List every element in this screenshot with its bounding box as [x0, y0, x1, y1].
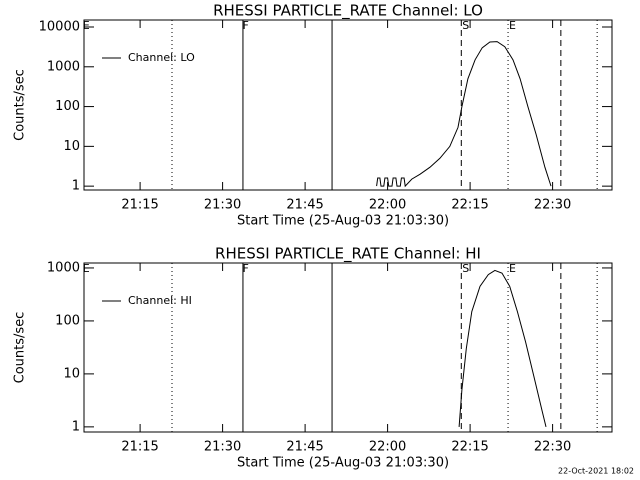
series-line — [376, 41, 552, 188]
x-axis-label: Start Time (25-Aug-03 21:03:30) — [237, 456, 449, 471]
event-label: E — [509, 262, 516, 275]
x-axis-label: Start Time (25-Aug-03 21:03:30) — [237, 214, 449, 229]
legend-label: Channel: HI — [128, 294, 192, 307]
plot-frame — [83, 262, 613, 433]
plot-frame — [83, 19, 613, 191]
x-tick-label: 22:30 — [534, 440, 571, 455]
y-tick-label: 1 — [72, 179, 80, 194]
chart-title: RHESSI PARTICLE_RATE Channel: LO — [213, 2, 483, 21]
event-label: E — [509, 19, 516, 32]
y-tick-label: 100 — [55, 99, 80, 114]
event-label: S — [462, 262, 469, 275]
x-tick-label: 21:30 — [204, 440, 241, 455]
y-axis-label: Counts/sec — [13, 312, 28, 384]
y-tick-label: 10000 — [39, 20, 80, 35]
x-tick-label: 21:15 — [121, 198, 158, 213]
x-tick-label: 22:30 — [534, 198, 571, 213]
x-tick-label: 21:45 — [286, 440, 323, 455]
event-label: S — [462, 19, 469, 32]
y-tick-label: 100 — [55, 313, 80, 328]
x-tick-label: 22:15 — [451, 440, 488, 455]
x-tick-label: 22:00 — [369, 440, 406, 455]
y-tick-label: 10 — [63, 139, 80, 154]
footer-timestamp: 22-Oct-2021 18:02 — [558, 467, 634, 476]
chart-title: RHESSI PARTICLE_RATE Channel: HI — [215, 245, 481, 264]
x-tick-label: 21:15 — [121, 440, 158, 455]
y-tick-label: 1 — [72, 419, 80, 434]
x-tick-label: 22:15 — [451, 198, 488, 213]
y-tick-label: 10 — [63, 366, 80, 381]
legend-label: Channel: LO — [128, 51, 195, 64]
x-tick-label: 22:00 — [369, 198, 406, 213]
x-tick-label: 21:45 — [286, 198, 323, 213]
y-tick-label: 1000 — [47, 59, 80, 74]
series-line — [458, 269, 547, 428]
event-label: E — [83, 262, 90, 275]
event-label: E — [83, 19, 90, 32]
y-tick-label: 1000 — [47, 260, 80, 275]
event-label: F — [243, 262, 249, 275]
x-tick-label: 21:30 — [204, 198, 241, 213]
event-label: F — [243, 19, 249, 32]
y-axis-label: Counts/sec — [13, 69, 28, 141]
